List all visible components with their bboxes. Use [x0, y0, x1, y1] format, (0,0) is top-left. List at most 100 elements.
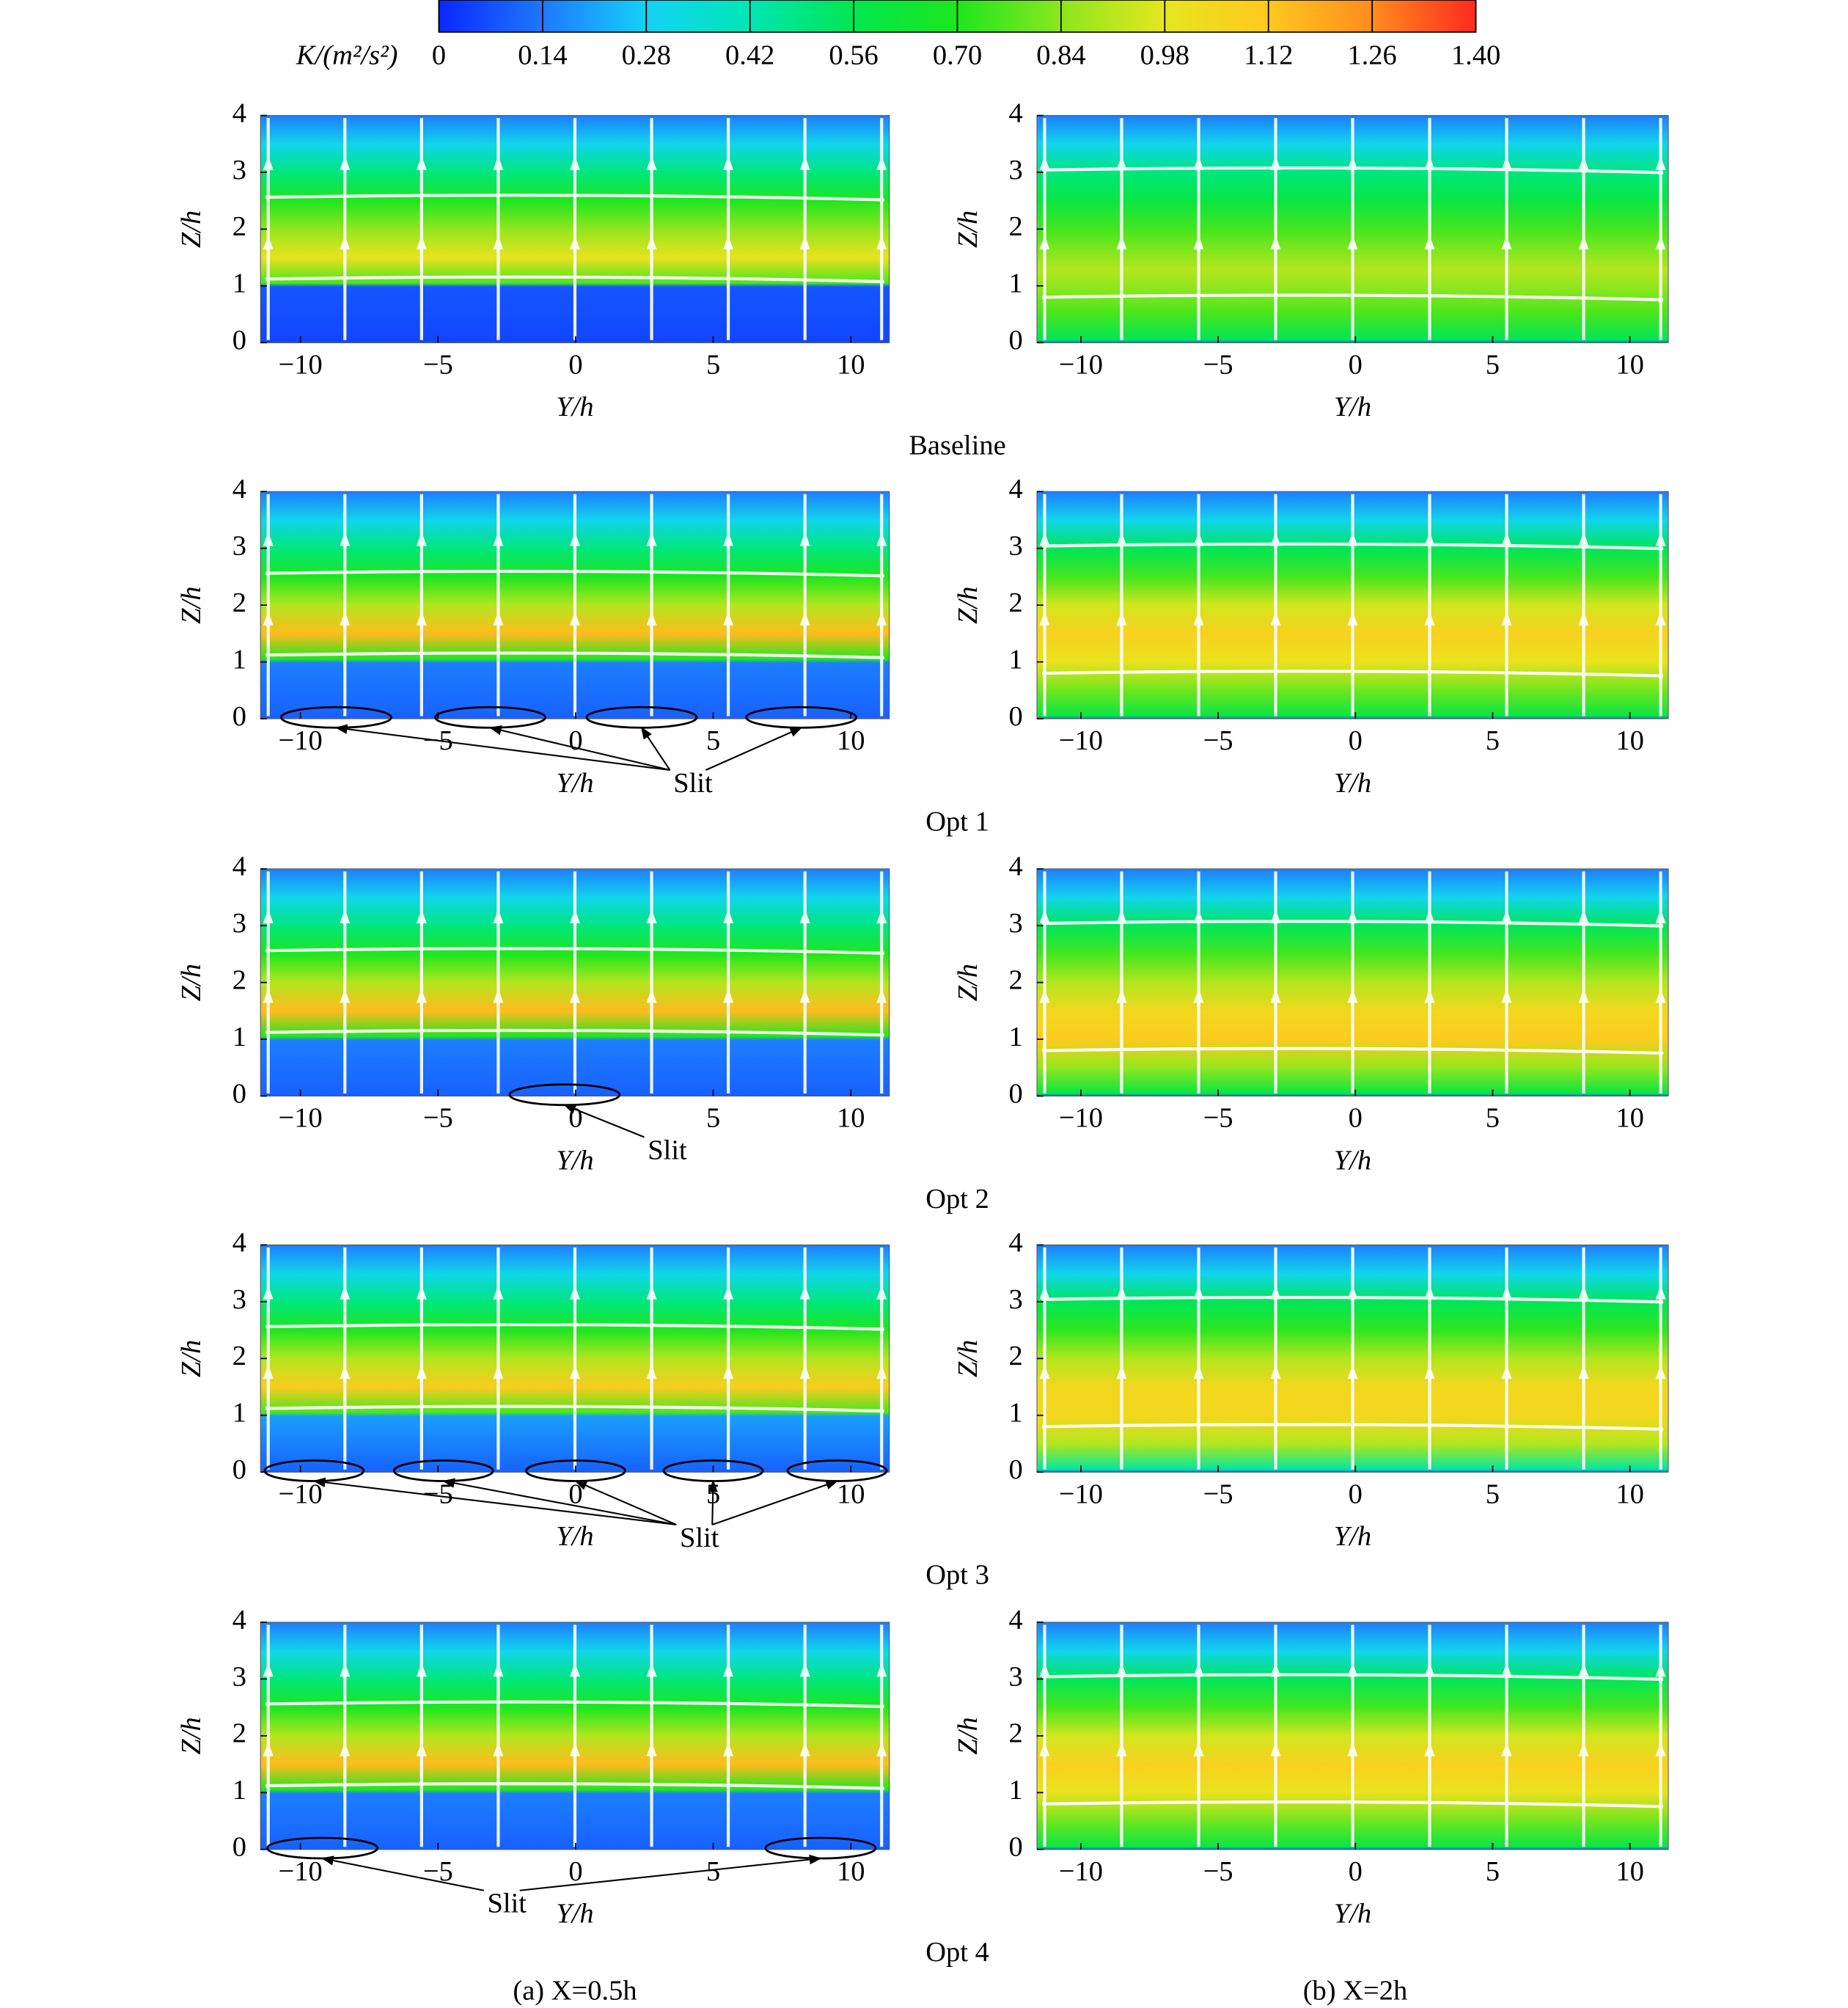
- streamline-arrow: [1424, 532, 1435, 546]
- x-tick-label: 10: [837, 1478, 865, 1509]
- y-axis-label: Z/h: [176, 586, 207, 623]
- x-tick-label: −10: [1059, 725, 1103, 756]
- x-tick-label: 0: [1349, 349, 1363, 380]
- streamline-arrow: [1501, 235, 1512, 250]
- row-caption: Baseline: [909, 430, 1006, 461]
- streamline-arrow: [493, 1742, 504, 1756]
- streamline-arrow: [1655, 235, 1666, 250]
- streamline-arrow: [416, 989, 427, 1003]
- streamline-arrow: [340, 532, 351, 546]
- streamline-arrow: [1347, 989, 1358, 1003]
- streamline-arrow: [1116, 1662, 1127, 1677]
- x-axis-label: Y/h: [556, 1145, 593, 1176]
- streamline-arrow: [1578, 1285, 1589, 1300]
- streamline-arrow: [1116, 1364, 1127, 1379]
- streamline-arrow: [263, 155, 274, 170]
- streamline-arrow: [263, 909, 274, 923]
- streamline-arrow: [416, 532, 427, 546]
- colorbar-tick-label: 0.70: [933, 40, 982, 71]
- y-axis-label: Z/h: [176, 964, 207, 1001]
- annotation-arrow: [705, 727, 803, 771]
- x-tick-label: −10: [279, 1103, 323, 1134]
- streamline-arrow: [1347, 1285, 1358, 1300]
- y-tick-label: 1: [232, 268, 246, 299]
- annotation: Slit: [673, 768, 713, 799]
- field-band: [1037, 716, 1668, 719]
- streamline: [1041, 670, 1664, 678]
- y-tick-label: 1: [232, 1775, 246, 1806]
- streamline-arrow: [799, 1662, 810, 1677]
- y-tick-label: 2: [1009, 211, 1023, 242]
- y-tick-label: 1: [1009, 644, 1023, 675]
- x-tick-label: 10: [1616, 1856, 1644, 1887]
- streamline-arrow: [1193, 1662, 1204, 1677]
- x-tick-label: −5: [1203, 1103, 1233, 1134]
- streamline-arrow: [646, 155, 657, 170]
- x-tick-label: 10: [1616, 349, 1644, 380]
- streamline-arrow: [799, 155, 810, 170]
- streamline-arrow: [493, 909, 504, 923]
- annotation-arrow: [442, 1478, 677, 1526]
- streamline: [265, 947, 884, 955]
- x-axis-label: Y/h: [556, 392, 593, 422]
- streamlines: [1039, 1247, 1666, 1470]
- streamline-arrow: [416, 1285, 427, 1300]
- annotation: Slit: [680, 1523, 719, 1553]
- x-axis-label: Y/h: [556, 1521, 593, 1552]
- streamline-arrow: [263, 1364, 274, 1379]
- streamline: [1041, 1423, 1664, 1431]
- streamline-arrow: [1270, 155, 1281, 170]
- y-tick-label: 2: [232, 1718, 246, 1749]
- streamline-arrow: [1347, 235, 1358, 250]
- colorbar-tick-label: 0.84: [1036, 40, 1085, 71]
- streamline-arrow: [340, 1285, 351, 1300]
- streamline-arrow: [1347, 1364, 1358, 1379]
- streamline-arrow: [1270, 532, 1281, 546]
- y-tick-label: 0: [232, 1832, 246, 1863]
- streamline-arrow: [646, 1742, 657, 1756]
- streamline-arrow: [570, 1662, 580, 1677]
- streamline-arrow: [646, 989, 657, 1003]
- streamline-arrow: [1347, 1662, 1358, 1677]
- streamline-arrow: [493, 235, 504, 250]
- streamline-arrow: [1501, 1662, 1512, 1677]
- x-tick-label: 10: [1616, 1103, 1644, 1134]
- streamlines: [263, 1247, 887, 1470]
- streamline-arrow: [1039, 1742, 1050, 1756]
- colorbar-tick-label: 0: [432, 40, 446, 71]
- y-tick-label: 3: [1009, 1284, 1023, 1315]
- streamline-arrow: [799, 532, 810, 546]
- annotation-arrow: [641, 726, 671, 771]
- streamline-arrow: [799, 909, 810, 923]
- x-tick-label: 10: [1616, 725, 1644, 756]
- y-axis-label: Z/h: [176, 210, 207, 248]
- streamline-arrow: [1039, 1662, 1050, 1677]
- annotation-arrow: [708, 1479, 718, 1525]
- streamline-arrow: [570, 989, 580, 1003]
- streamline-arrow: [493, 1662, 504, 1677]
- annotation-arrow: [574, 1480, 677, 1525]
- x-tick-label: 5: [706, 1856, 720, 1887]
- y-tick-label: 4: [1009, 851, 1023, 882]
- streamline-arrow: [263, 1742, 274, 1756]
- streamline-arrow: [570, 235, 580, 250]
- x-tick-label: −10: [279, 349, 323, 380]
- streamline-arrow: [1424, 611, 1435, 626]
- streamline-arrow: [646, 235, 657, 250]
- y-tick-label: 2: [1009, 964, 1023, 995]
- streamline-arrow: [646, 1285, 657, 1300]
- streamline-arrow: [416, 235, 427, 250]
- x-tick-label: 0: [568, 1856, 582, 1887]
- column-caption: (b) X=2h: [1303, 1976, 1408, 2007]
- streamline-arrow: [1193, 155, 1204, 170]
- x-tick-label: 0: [1349, 1478, 1363, 1509]
- streamline-arrow: [570, 1364, 580, 1379]
- streamline-arrow: [799, 611, 810, 626]
- streamline-arrow: [340, 235, 351, 250]
- x-tick-label: −5: [1203, 725, 1233, 756]
- streamline: [265, 194, 884, 202]
- x-tick-label: 10: [837, 1856, 865, 1887]
- streamline: [1041, 1800, 1664, 1809]
- y-tick-label: 3: [1009, 908, 1023, 939]
- row-caption: Opt 3: [925, 1560, 989, 1591]
